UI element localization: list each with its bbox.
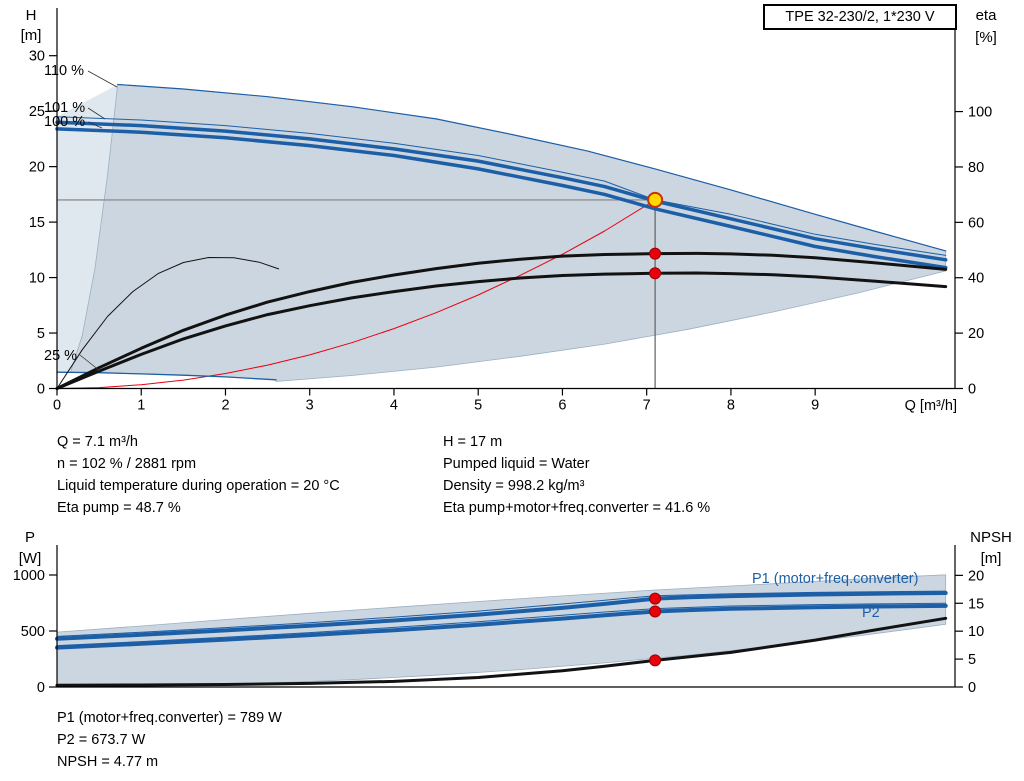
right-axis-name-label: NPSH bbox=[970, 529, 1012, 546]
info-line-pumped-liquid: Pumped liquid = Water bbox=[443, 456, 590, 472]
pump-curve-101pct bbox=[55, 120, 948, 262]
left-axis-name-label: P bbox=[25, 529, 35, 546]
label-leader-line bbox=[87, 121, 103, 129]
x-axis-tick-label: 6 bbox=[558, 398, 566, 414]
left-axis-unit-label: [W] bbox=[19, 550, 42, 567]
p2-curve bbox=[55, 603, 948, 650]
left-axis-tick-label: 30 bbox=[29, 49, 45, 65]
p2-point bbox=[649, 605, 662, 618]
right-axis-tick-label: 0 bbox=[968, 680, 976, 696]
p2-curve-thin bbox=[56, 602, 947, 647]
x-axis-tick-label: 3 bbox=[306, 398, 314, 414]
eta-total-point bbox=[649, 267, 662, 280]
duty-info-left: Q = 7.1 m³/h n = 102 % / 2881 rpm Liquid… bbox=[57, 431, 340, 519]
x-axis-tick-label: 2 bbox=[221, 398, 229, 414]
right-axis-tick-label: 80 bbox=[968, 160, 984, 176]
left-axis-tick-label: 0 bbox=[37, 680, 45, 696]
left-axis-unit-label: [m] bbox=[21, 27, 42, 44]
x-axis-tick-label: 0 bbox=[53, 398, 61, 414]
left-axis-tick-label: 15 bbox=[29, 215, 45, 231]
p1-point bbox=[649, 592, 662, 605]
p2-curve-label: P2 bbox=[862, 605, 880, 621]
pump-model-title: TPE 32-230/2, 1*230 V bbox=[785, 9, 935, 25]
npsh-point bbox=[649, 654, 662, 667]
left-axis-tick-label: 10 bbox=[29, 271, 45, 287]
right-axis-tick-label: 0 bbox=[968, 382, 976, 398]
speed-label-110: 110 % bbox=[44, 63, 84, 79]
pump-model-box: TPE 32-230/2, 1*230 V bbox=[763, 4, 957, 30]
x-axis-tick-label: 7 bbox=[643, 398, 651, 414]
right-axis-unit-label: [m] bbox=[981, 550, 1002, 567]
x-axis-tick-label: 4 bbox=[390, 398, 398, 414]
right-axis-name-label: eta bbox=[976, 7, 998, 24]
right-axis-tick-label: 40 bbox=[968, 271, 984, 287]
info-line-liquid-temp: Liquid temperature during operation = 20… bbox=[57, 478, 340, 494]
speed-label-101: 101 % bbox=[44, 100, 85, 116]
duty-speed-curve-102pct bbox=[56, 116, 947, 256]
info-line-head: H = 17 m bbox=[443, 434, 503, 450]
left-axis-tick-label: 0 bbox=[37, 382, 45, 398]
duty-point-marker[interactable] bbox=[647, 191, 664, 208]
right-axis-tick-label: 10 bbox=[968, 624, 984, 640]
left-axis-tick-label: 500 bbox=[21, 624, 45, 640]
info-line-eta-pump: Eta pump = 48.7 % bbox=[57, 500, 181, 516]
right-axis-tick-label: 20 bbox=[968, 326, 984, 342]
label-leader-line bbox=[87, 70, 118, 88]
left-axis-tick-label: 25 bbox=[29, 104, 45, 120]
info-line-p1: P1 (motor+freq.converter) = 789 W bbox=[57, 710, 282, 726]
info-line-speed: n = 102 % / 2881 rpm bbox=[57, 456, 197, 472]
label-leader-line bbox=[79, 354, 101, 372]
info-line-npsh: NPSH = 4.77 m bbox=[57, 754, 159, 770]
info-line-eta-total: Eta pump+motor+freq.converter = 41.6 % bbox=[443, 500, 711, 516]
x-axis-tick-label: 9 bbox=[811, 398, 819, 414]
duty-info-right: H = 17 m Pumped liquid = Water Density =… bbox=[443, 431, 710, 519]
pump-curve-100pct bbox=[55, 127, 948, 270]
max-speed-curve-110pct bbox=[117, 83, 947, 252]
speed-label-25: 25 % bbox=[44, 348, 77, 364]
right-axis-tick-label: 60 bbox=[968, 215, 984, 231]
info-line-p2: P2 = 673.7 W bbox=[57, 732, 146, 748]
npsh-curve bbox=[55, 616, 948, 687]
speed-label-100: 100 % bbox=[44, 114, 85, 130]
right-axis-tick-label: 100 bbox=[968, 105, 992, 121]
system-curve bbox=[56, 199, 656, 389]
info-line-density: Density = 998.2 kg/m³ bbox=[443, 478, 585, 494]
right-axis-tick-label: 15 bbox=[968, 596, 984, 612]
x-axis-tick-label: 1 bbox=[137, 398, 145, 414]
left-axis-tick-label: 5 bbox=[37, 326, 45, 342]
left-axis-tick-label: 1000 bbox=[13, 568, 45, 584]
eta-total-curve bbox=[55, 271, 948, 390]
x-axis-tick-label: 5 bbox=[474, 398, 482, 414]
hq-eta-chart: 0 5 10 15 20 25 30 0 20 40 60 80 100 0 1 2 3 4 5 6 7 8 9 Q [m³/… bbox=[21, 7, 998, 414]
eta-pump-curve bbox=[55, 251, 948, 390]
operating-envelope-pale bbox=[57, 84, 118, 373]
x-axis-tick-label: 8 bbox=[727, 398, 735, 414]
p1-curve-thin bbox=[56, 590, 947, 637]
eta-curve-low-speed bbox=[56, 257, 280, 389]
eta-pump-point bbox=[649, 247, 662, 260]
right-axis-tick-label: 20 bbox=[968, 568, 984, 584]
right-axis-unit-label: [%] bbox=[975, 29, 997, 46]
info-line-flow: Q = 7.1 m³/h bbox=[57, 434, 138, 450]
left-axis-tick-label: 20 bbox=[29, 160, 45, 176]
p1-curve-label: P1 (motor+freq.converter) bbox=[752, 571, 918, 587]
right-axis-tick-label: 5 bbox=[968, 652, 976, 668]
x-axis-label: Q [m³/h] bbox=[905, 398, 957, 414]
left-axis-name-label: H bbox=[26, 7, 37, 24]
label-leader-line bbox=[87, 107, 106, 120]
p1-curve bbox=[55, 591, 948, 641]
power-npsh-chart: 0 500 1000 0 5 10 15 20 P [W] NPSH [m] P1 (motor+fre… bbox=[13, 529, 1012, 696]
power-info-panel: P1 (motor+freq.converter) = 789 W P2 = 6… bbox=[57, 707, 282, 773]
